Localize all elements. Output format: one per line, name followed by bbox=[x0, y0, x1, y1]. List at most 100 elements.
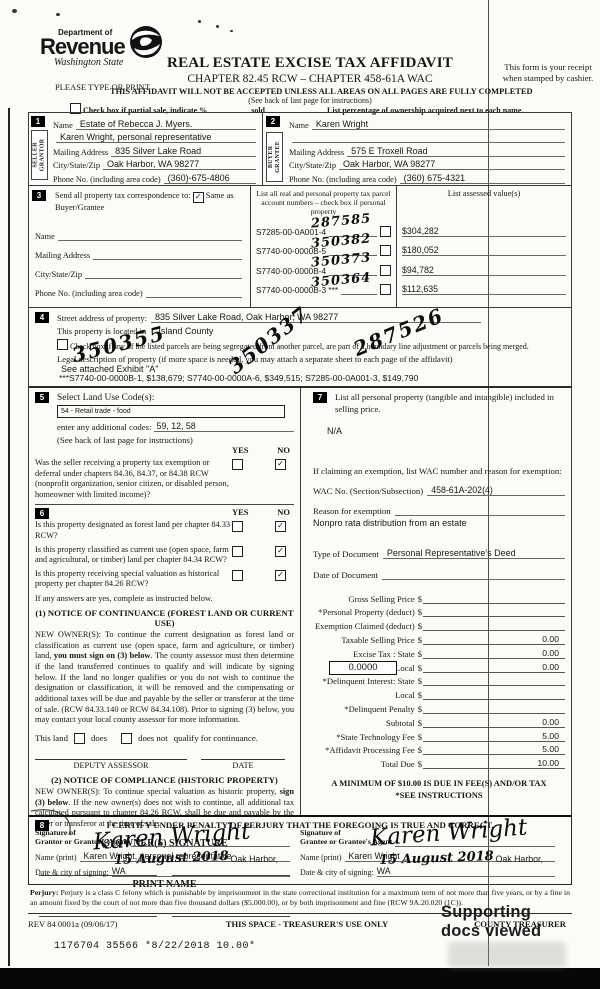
seller-name-field[interactable]: Estate of Rebecca J. Myers. bbox=[75, 119, 256, 130]
notice-compliance-title: (2) NOTICE OF COMPLIANCE (HISTORIC PROPE… bbox=[51, 774, 278, 785]
seller-phone-field[interactable]: (360)-675-4806 bbox=[163, 173, 256, 184]
fee-value-field[interactable] bbox=[423, 602, 565, 604]
local-rate-box[interactable]: 0.0000 bbox=[329, 660, 397, 675]
grantor-date-field[interactable]: 15 August 2018 Oak Harbor, WA bbox=[111, 849, 290, 877]
receipt-note: This form is your receipt when stamped b… bbox=[502, 62, 594, 83]
reason-exemption-value: Nonpro rata distribution from an estate bbox=[313, 517, 467, 528]
assessor-date-label: DATE bbox=[232, 760, 254, 770]
segregated-label: Check box if any of the listed parcels a… bbox=[70, 342, 529, 351]
historic-no-checkbox[interactable]: ✓ bbox=[275, 569, 286, 581]
same-as-buyer-checkbox[interactable]: ✓ bbox=[192, 192, 204, 203]
exemption-yes-checkbox[interactable] bbox=[232, 459, 244, 470]
fee-row: Subtotal $0.00 bbox=[313, 714, 565, 728]
fee-row-local-rate: 0.0000 Local $0.00 bbox=[313, 659, 565, 675]
seller-name2-field[interactable]: Karen Wright, personal representative bbox=[56, 132, 256, 144]
fee-row: Exemption Claimed (deduct) $ bbox=[313, 617, 565, 632]
deputy-assessor-sign-field[interactable] bbox=[35, 758, 187, 760]
personal-property-checkbox[interactable] bbox=[380, 264, 391, 276]
corr-phone-label: Phone No. (including area code) bbox=[35, 289, 143, 298]
assessed-value-row: $94,782 bbox=[402, 256, 566, 276]
seller-city-field[interactable]: Oak Harbor, WA 98277 bbox=[103, 159, 256, 171]
buyer-city-field[interactable]: Oak Harbor, WA 98277 bbox=[339, 159, 565, 171]
ownership-note: List percentage of ownership acquired ne… bbox=[327, 106, 524, 115]
fee-value-field[interactable]: 10.00 bbox=[423, 758, 565, 770]
grantee-name-field[interactable]: Karen Wright bbox=[344, 851, 555, 862]
corr-name-field[interactable] bbox=[57, 230, 242, 241]
forest-yes-checkbox[interactable] bbox=[232, 521, 244, 533]
seller-address-field[interactable]: 835 Silver Lake Road bbox=[111, 146, 256, 157]
owner-signature-field-2[interactable] bbox=[172, 865, 290, 876]
form-title-block: REAL ESTATE EXCISE TAX AFFIDAVIT CHAPTER… bbox=[110, 55, 533, 105]
fee-value-field[interactable]: 5.00 bbox=[423, 744, 565, 756]
buyer-phone-field[interactable]: (360) 675-4321 bbox=[399, 173, 565, 184]
section5-badge: 5 bbox=[35, 392, 49, 403]
buyer-address-field[interactable]: 575 E Troxell Road bbox=[347, 146, 565, 157]
buyer-grantee-vertical-label: BUYER GRANTEE bbox=[266, 132, 283, 182]
owner-signature-field-1[interactable] bbox=[39, 865, 157, 876]
buyer-city-label: City/State/Zip bbox=[289, 161, 337, 171]
assessor-date-field[interactable] bbox=[201, 758, 285, 760]
fee-value-field[interactable] bbox=[423, 699, 565, 701]
stamp-smudge bbox=[448, 942, 566, 968]
fee-value-field[interactable] bbox=[423, 685, 565, 687]
fee-value-field[interactable]: 0.00 bbox=[423, 634, 565, 645]
parcel-row: S7740-00-0000B-4 350373 bbox=[256, 250, 391, 276]
exemption-no-checkbox[interactable]: ✓ bbox=[275, 459, 286, 470]
land-does-checkbox[interactable] bbox=[73, 732, 85, 744]
fee-value-field[interactable]: 5.00 bbox=[423, 731, 565, 742]
forest-land-question-row: Is this property designated as forest la… bbox=[35, 520, 294, 541]
corr-city-field[interactable] bbox=[85, 268, 242, 279]
fee-value-field[interactable]: 0.00 bbox=[423, 648, 565, 659]
personal-property-checkbox[interactable] bbox=[380, 225, 391, 237]
corr-address-field[interactable] bbox=[93, 249, 242, 260]
forest-no-checkbox[interactable]: ✓ bbox=[275, 521, 286, 533]
buyer-name2-field[interactable] bbox=[292, 132, 565, 144]
scan-bottom-bar bbox=[0, 968, 600, 989]
land-does-not-checkbox[interactable] bbox=[121, 732, 133, 744]
corr-phone-field[interactable] bbox=[145, 287, 242, 298]
segregated-checkbox[interactable] bbox=[57, 339, 68, 350]
lower-columns: 5 Select Land Use Code(s): 54 - Retail t… bbox=[28, 388, 572, 917]
certification-section: 8 I CERTIFY UNDER PENALTY OF PERJURY THA… bbox=[28, 815, 572, 885]
doc-type-field[interactable]: Personal Representative's Deed bbox=[382, 548, 565, 559]
fees-table: Gross Selling Price $ *Personal Property … bbox=[313, 590, 565, 770]
left-column: 5 Select Land Use Code(s): 54 - Retail t… bbox=[29, 388, 301, 917]
fee-value-field[interactable] bbox=[423, 712, 565, 714]
personal-property-checkbox[interactable] bbox=[380, 284, 391, 295]
personal-property-checkbox[interactable] bbox=[380, 245, 391, 256]
fee-value-field[interactable] bbox=[423, 630, 565, 632]
grantor-name-field[interactable]: Karen Wright, personal representative bbox=[79, 851, 290, 862]
section7-badge: 7 bbox=[313, 392, 327, 403]
fee-value-field[interactable]: 0.00 bbox=[423, 662, 565, 673]
current-use-yes-checkbox[interactable] bbox=[232, 545, 244, 557]
section4-badge: 4 bbox=[35, 312, 49, 323]
street-address-field[interactable]: 835 Silver Lake Road, Oak Harbor, WA 982… bbox=[150, 312, 481, 323]
reason-exemption-field[interactable] bbox=[394, 505, 565, 516]
corr-city-label: City/State/Zip bbox=[35, 270, 83, 279]
grantee-date-field[interactable]: 15 August 2018 Oak Harbor, WA bbox=[376, 849, 555, 877]
additional-codes-field[interactable]: 59, 12, 58 bbox=[153, 421, 294, 432]
personal-property-label: List all personal property (tangible and… bbox=[335, 392, 554, 414]
current-use-question-row: Is this property classified as current u… bbox=[35, 545, 294, 566]
grantor-signature-field[interactable] bbox=[131, 836, 290, 847]
land-use-code-select[interactable]: 54 - Retail trade - food bbox=[57, 405, 285, 418]
perjury-statement: Perjury: Perjury is a class C felony whi… bbox=[30, 888, 570, 908]
buyer-name-field[interactable]: Karen Wright bbox=[311, 119, 565, 130]
logo-state-label: Washington State bbox=[54, 56, 124, 68]
scan-fold-line bbox=[488, 0, 489, 966]
historic-yes-checkbox[interactable] bbox=[232, 569, 244, 581]
fee-value-field[interactable] bbox=[423, 616, 565, 618]
fee-value-field[interactable]: 0.00 bbox=[423, 717, 565, 728]
assessed-value-row: $112,635 bbox=[402, 276, 566, 295]
partial-sale-label: Check box if partial sale, indicate % bbox=[83, 106, 208, 115]
wac-number-field[interactable]: 458-61A-202(4) bbox=[427, 485, 565, 496]
grantee-signature-field[interactable] bbox=[395, 836, 555, 847]
doc-date-field[interactable] bbox=[381, 569, 565, 580]
print-name-field-1[interactable] bbox=[39, 906, 157, 917]
current-use-no-checkbox[interactable]: ✓ bbox=[275, 545, 286, 557]
print-name-lines bbox=[35, 906, 294, 917]
forest-land-question: Is this property designated as forest la… bbox=[35, 520, 231, 540]
print-name-field-2[interactable] bbox=[172, 906, 290, 917]
form-warning: THIS AFFIDAVIT WILL NOT BE ACCEPTED UNLE… bbox=[110, 87, 533, 96]
scan-left-edge bbox=[8, 108, 10, 966]
